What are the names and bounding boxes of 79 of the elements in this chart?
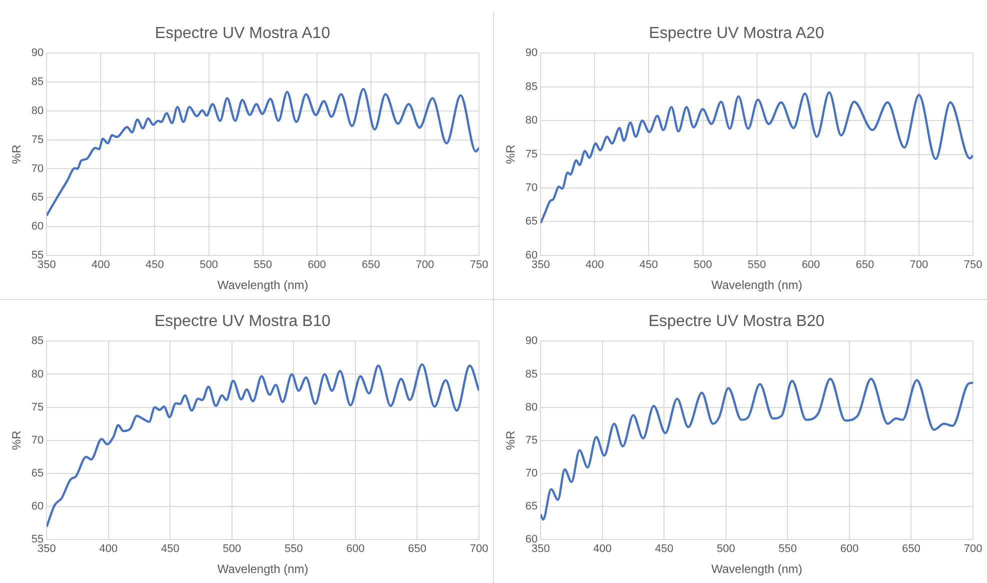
x-tick-label: 700 [964, 543, 982, 556]
y-tick-label: 85 [31, 335, 44, 348]
x-tick-label: 650 [902, 543, 920, 556]
y-tick-label: 85 [525, 80, 538, 93]
x-tick-label: 350 [531, 259, 550, 272]
x-tick-label: 500 [716, 543, 736, 556]
x-tick-label: 700 [470, 543, 488, 556]
y-tick-label: 65 [31, 467, 44, 480]
line-series [540, 91, 973, 224]
y-tick-label: 60 [31, 220, 44, 233]
x-tick-label: 500 [694, 259, 712, 272]
y-tick-label: 75 [31, 134, 44, 146]
x-tick-label: 600 [308, 259, 326, 272]
y-tick-label: 65 [525, 216, 538, 228]
x-tick-label: 450 [640, 259, 658, 272]
x-tick-label: 400 [586, 259, 604, 272]
y-tick-label: 90 [525, 47, 538, 60]
x-tick-label: 650 [408, 543, 426, 556]
x-tick-label: 500 [222, 543, 242, 556]
y-tick-label: 90 [525, 335, 538, 348]
y-tick-label: 80 [31, 368, 44, 380]
y-tick-label: 70 [31, 434, 44, 446]
x-tick-label: 450 [654, 543, 674, 556]
x-axis-title: Wavelength (nm) [217, 278, 308, 292]
line-series [46, 363, 479, 528]
x-tick-label: 450 [146, 259, 164, 272]
line-series [46, 88, 479, 217]
x-tick-label: 550 [748, 259, 766, 272]
y-tick-label: 80 [525, 114, 538, 127]
x-tick-label: 400 [593, 543, 612, 556]
x-tick-label: 700 [910, 259, 928, 272]
chart-title: Espectre UV Mostra B20 [648, 313, 825, 330]
y-tick-label: 55 [31, 249, 44, 262]
y-axis-title: %R [504, 144, 518, 164]
x-tick-label: 400 [92, 259, 110, 272]
chart-title: Espectre UV Mostra A20 [648, 25, 824, 42]
chart-title: Espectre UV Mostra A10 [154, 25, 330, 42]
x-tick-label: 350 [37, 259, 56, 272]
x-tick-label: 550 [254, 259, 272, 272]
x-tick-label: 650 [856, 259, 874, 272]
chart-title: Espectre UV Mostra B10 [154, 313, 331, 330]
y-tick-label: 70 [525, 467, 538, 480]
y-tick-label: 75 [525, 148, 538, 160]
x-tick-label: 550 [284, 543, 303, 556]
y-tick-label: 80 [31, 105, 44, 118]
x-tick-label: 350 [531, 543, 550, 556]
y-tick-label: 70 [525, 182, 538, 194]
y-tick-label: 65 [31, 192, 44, 204]
y-axis-title: %R [10, 430, 24, 450]
x-tick-label: 750 [470, 259, 488, 272]
y-tick-label: 60 [31, 500, 44, 512]
x-tick-label: 550 [778, 543, 797, 556]
x-tick-label: 650 [362, 259, 380, 272]
x-axis-title: Wavelength (nm) [711, 278, 802, 292]
y-tick-label: 90 [31, 47, 44, 60]
y-tick-label: 75 [31, 401, 44, 414]
x-tick-label: 400 [99, 543, 118, 556]
x-axis-title: Wavelength (nm) [217, 562, 308, 576]
x-tick-label: 750 [964, 259, 982, 272]
y-tick-label: 75 [525, 434, 538, 446]
y-tick-label: 85 [525, 368, 538, 380]
y-tick-label: 85 [31, 76, 44, 88]
y-tick-label: 60 [525, 533, 538, 546]
x-tick-label: 500 [200, 259, 218, 272]
x-tick-label: 700 [416, 259, 434, 272]
x-tick-label: 350 [37, 543, 56, 556]
x-tick-label: 600 [346, 543, 365, 556]
y-axis-title: %R [504, 430, 518, 450]
y-tick-label: 70 [31, 162, 44, 175]
x-axis-title: Wavelength (nm) [711, 562, 802, 576]
y-axis-title: %R [10, 144, 24, 164]
y-tick-label: 80 [525, 401, 538, 414]
y-tick-label: 65 [525, 500, 538, 512]
x-tick-label: 450 [160, 543, 180, 556]
y-tick-label: 55 [31, 533, 44, 546]
x-tick-label: 600 [802, 259, 820, 272]
line-series [540, 378, 973, 521]
x-tick-label: 600 [840, 543, 859, 556]
y-tick-label: 60 [525, 249, 538, 262]
